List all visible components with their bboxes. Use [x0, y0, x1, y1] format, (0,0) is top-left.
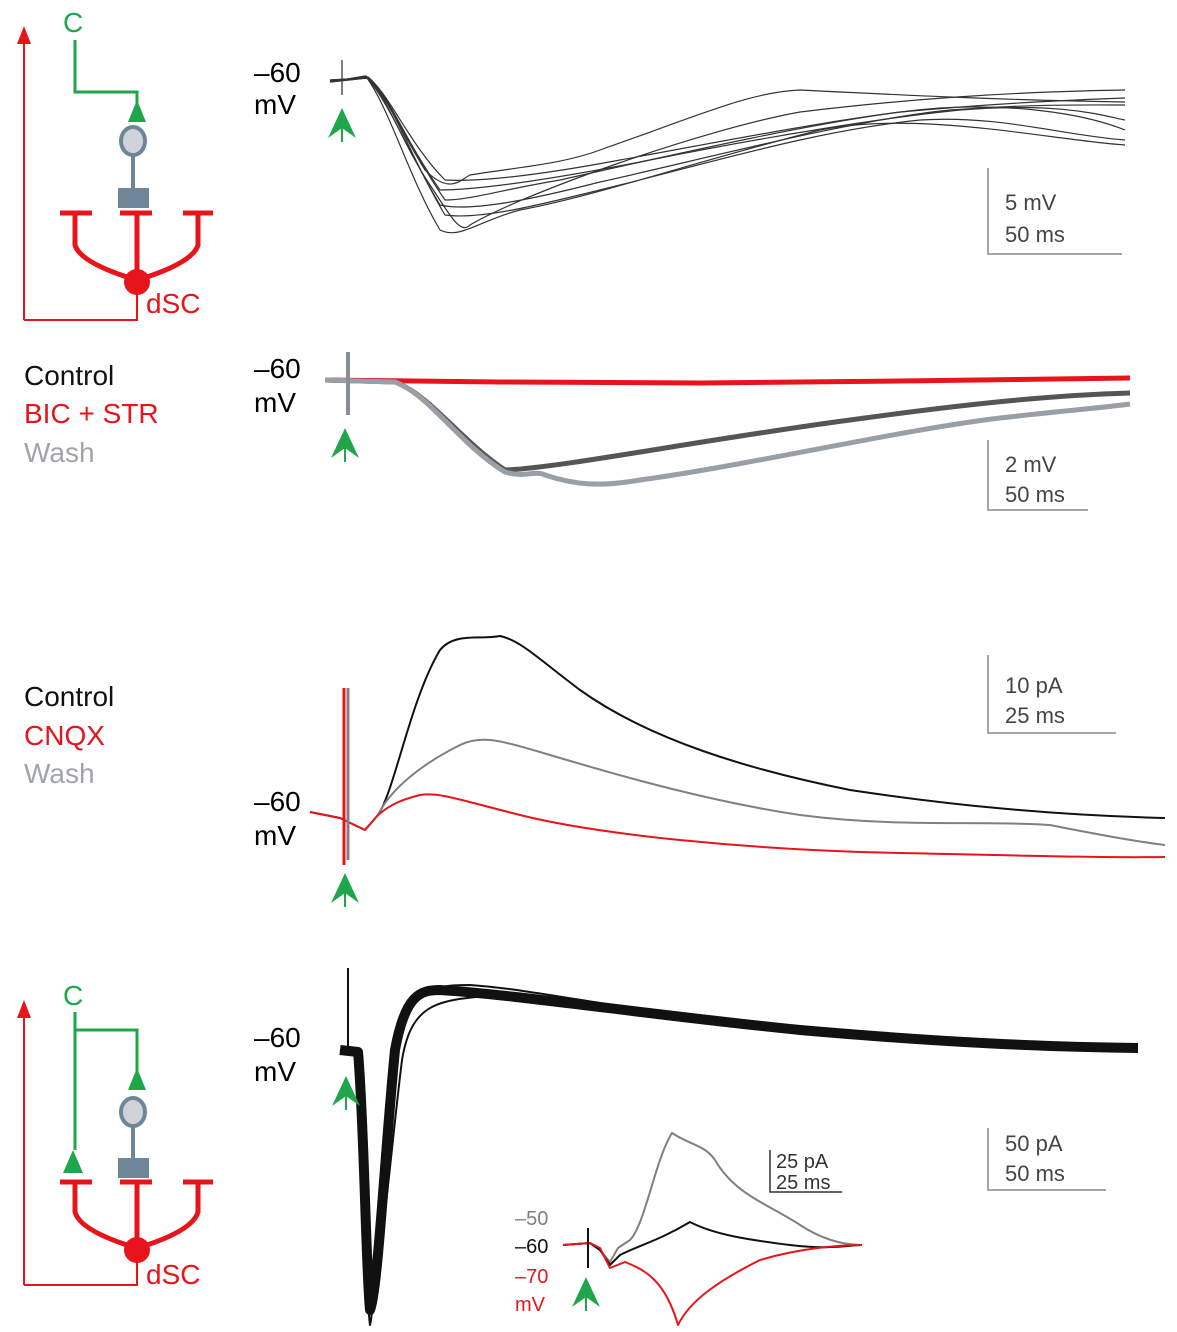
inset-traces [562, 1132, 863, 1326]
holding-unit: mV [254, 387, 296, 418]
scale-bar-y: 10 pA [1005, 673, 1063, 698]
scale-bar-x: 50 ms [1005, 222, 1065, 247]
legend-entry: Wash [24, 437, 95, 468]
stimulus-arrow [330, 872, 360, 908]
holding-unit: mV [254, 89, 296, 120]
legend-entry: BIC + STR [24, 398, 159, 429]
voltage-traces [329, 75, 1126, 234]
input-label: C [63, 7, 83, 38]
voltage-traces [324, 375, 1131, 487]
inset-holding: –50 [515, 1208, 548, 1230]
stimulus-arrow [327, 107, 357, 143]
holding-value: –60 [254, 57, 301, 88]
scale-bar-x: 50 ms [1005, 482, 1065, 507]
input-label: C [63, 980, 83, 1011]
inset-scale-bar-x: 25 ms [776, 1172, 830, 1194]
inset-unit: mV [515, 1294, 546, 1316]
holding-unit: mV [254, 1056, 296, 1087]
target-label: dSC [146, 288, 200, 319]
legend-entry: CNQX [24, 720, 105, 751]
circuit-diagram: C dSC [17, 7, 213, 321]
current-traces [339, 984, 1139, 1326]
holding-unit: mV [254, 820, 296, 851]
holding-value: –60 [254, 1022, 301, 1053]
holding-value: –60 [254, 786, 301, 817]
legend-entry: Wash [24, 758, 95, 789]
scale-bar-x: 25 ms [1005, 703, 1065, 728]
inset-scale-bar-y: 25 pA [776, 1151, 829, 1173]
stimulus-arrow [571, 1276, 601, 1312]
inset-holding: –70 [515, 1266, 548, 1288]
target-label: dSC [146, 1259, 200, 1290]
current-traces [309, 635, 1166, 859]
legend-entry: Control [24, 681, 114, 712]
legend-entry: Control [24, 360, 114, 391]
stimulus-arrow [330, 427, 360, 463]
scale-bar-x: 50 ms [1005, 1161, 1065, 1186]
scale-bar-y: 5 mV [1005, 190, 1057, 215]
inset-holding: –60 [515, 1236, 548, 1258]
scale-bar-y: 2 mV [1005, 452, 1057, 477]
holding-value: –60 [254, 353, 301, 384]
circuit-diagram: C dSC [17, 980, 213, 1290]
scale-bar-y: 50 pA [1005, 1131, 1063, 1156]
